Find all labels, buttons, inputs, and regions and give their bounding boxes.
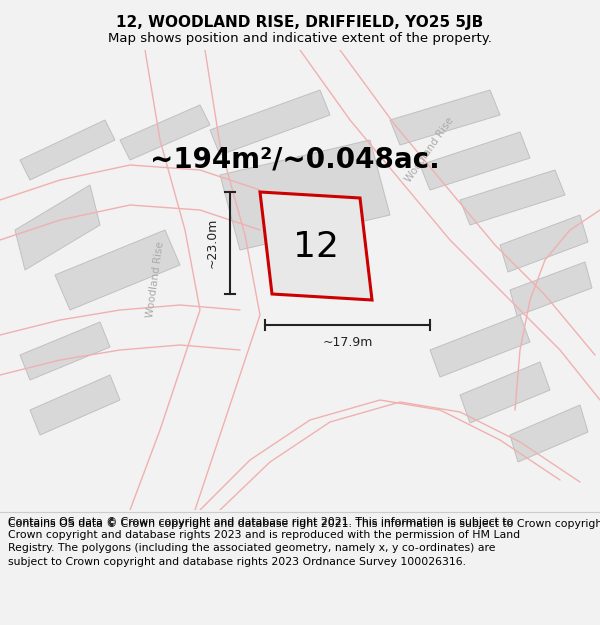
Polygon shape	[510, 405, 588, 462]
Text: 12: 12	[293, 230, 339, 264]
Polygon shape	[510, 262, 592, 316]
Text: 12, WOODLAND RISE, DRIFFIELD, YO25 5JB: 12, WOODLAND RISE, DRIFFIELD, YO25 5JB	[116, 15, 484, 30]
Text: Contains OS data © Crown copyright and database right 2021. This information is : Contains OS data © Crown copyright and d…	[8, 517, 520, 567]
Polygon shape	[390, 90, 500, 145]
Polygon shape	[430, 315, 530, 377]
Polygon shape	[20, 322, 110, 380]
Polygon shape	[460, 170, 565, 225]
Polygon shape	[210, 90, 330, 155]
Text: Woodland Rise: Woodland Rise	[404, 116, 456, 184]
Polygon shape	[120, 105, 210, 160]
Polygon shape	[15, 185, 100, 270]
Polygon shape	[220, 140, 390, 250]
Text: Map shows position and indicative extent of the property.: Map shows position and indicative extent…	[108, 32, 492, 45]
Polygon shape	[460, 362, 550, 423]
Text: ~17.9m: ~17.9m	[322, 336, 373, 349]
Text: Contains OS data © Crown copyright and database right 2021. This information is : Contains OS data © Crown copyright and d…	[8, 519, 600, 529]
Text: ~194m²/~0.048ac.: ~194m²/~0.048ac.	[150, 146, 440, 174]
Polygon shape	[420, 132, 530, 190]
Polygon shape	[55, 230, 180, 310]
Polygon shape	[500, 215, 588, 272]
Text: Woodland Rise: Woodland Rise	[145, 241, 166, 319]
Text: ~23.0m: ~23.0m	[205, 217, 218, 268]
Polygon shape	[260, 192, 372, 300]
Polygon shape	[30, 375, 120, 435]
Polygon shape	[20, 120, 115, 180]
